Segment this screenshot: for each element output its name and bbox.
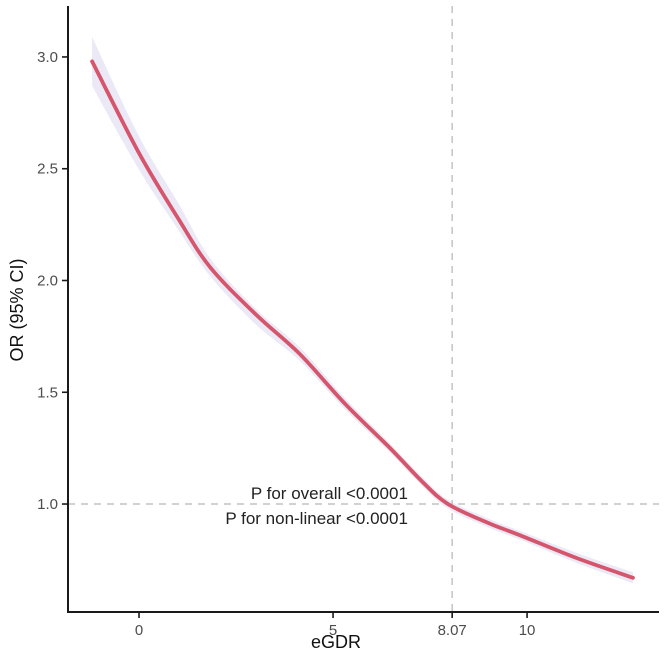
annotation-p-overall: P for overall <0.0001: [251, 484, 408, 503]
or-curve: [90, 59, 635, 580]
x-tick-label: 5: [329, 622, 337, 639]
x-tick-label: 0: [135, 622, 143, 639]
x-tick-label: 8.07: [438, 622, 467, 639]
y-tick-label: 1.0: [37, 496, 58, 513]
axis-ticks: 0 5 8.07 10 1.0 1.5 2.0 2.5 3.0: [37, 49, 535, 639]
y-tick-label: 3.0: [37, 49, 58, 66]
or-curve-line: [90, 59, 635, 580]
y-tick-label: 1.5: [37, 384, 58, 401]
y-axis-title: OR (95% CI): [7, 258, 27, 361]
y-tick-label: 2.0: [37, 272, 58, 289]
axes: [67, 6, 659, 613]
reference-lines: [68, 6, 659, 612]
y-tick-label: 2.5: [37, 161, 58, 178]
annotation-p-nonlinear: P for non-linear <0.0001: [225, 509, 408, 528]
x-tick-label: 10: [519, 622, 536, 639]
x-axis-title: eGDR: [311, 632, 361, 652]
